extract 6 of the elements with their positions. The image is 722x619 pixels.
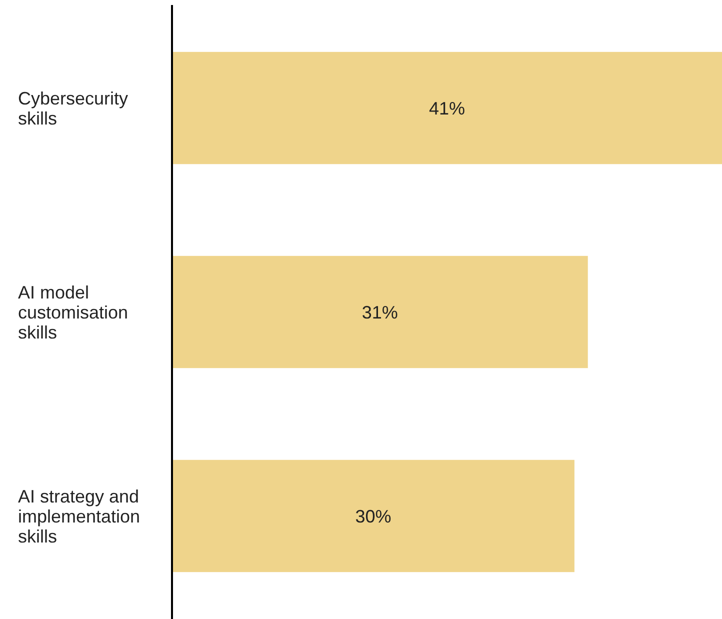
y-tick-label: AI model customisation skills (18, 282, 128, 342)
data-label: 30% (355, 506, 392, 526)
data-label: 31% (362, 302, 398, 322)
y-tick-label: Cybersecurity skills (18, 88, 128, 128)
y-tick-label: AI strategy and implementation skills (18, 486, 140, 546)
data-label: 41% (428, 98, 466, 118)
